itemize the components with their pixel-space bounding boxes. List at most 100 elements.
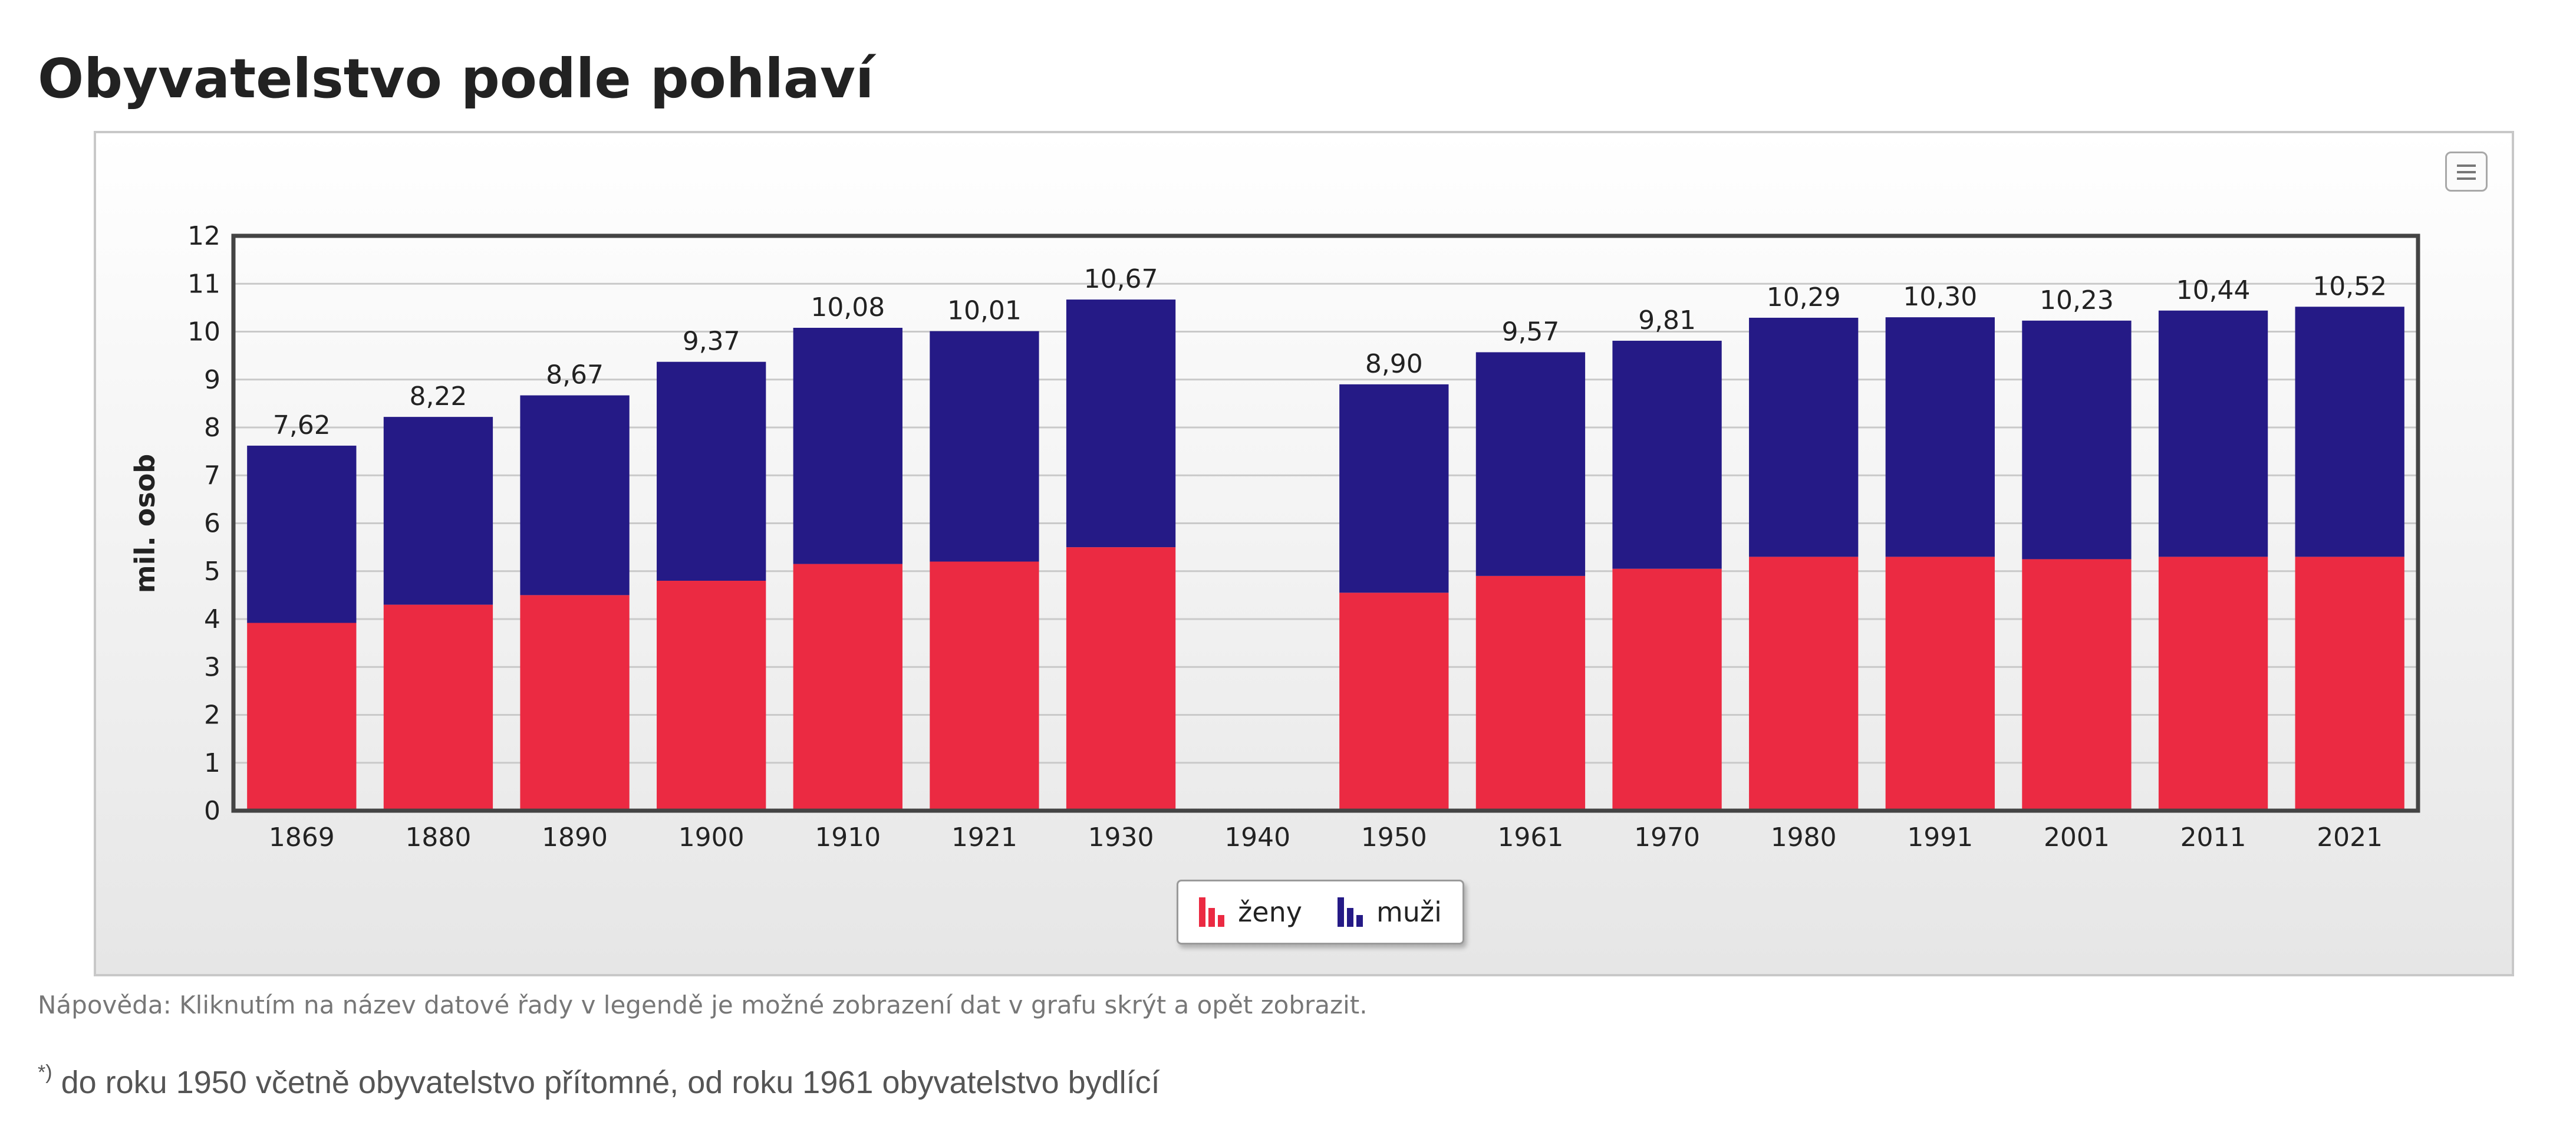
total-value-label: 7,62 bbox=[273, 410, 331, 440]
y-tick-label: 11 bbox=[187, 269, 220, 299]
x-tick-label: 1950 bbox=[1361, 822, 1427, 853]
legend: ženy muži bbox=[1177, 880, 1464, 945]
x-axis-tick-labels: 1869 1880 1890 1900 1910 1921 1930 1940 1950 1961… bbox=[269, 822, 2383, 853]
bar-zeny[interactable] bbox=[383, 604, 493, 811]
x-tick-label: 2011 bbox=[2180, 822, 2246, 853]
total-value-label: 9,57 bbox=[1501, 317, 1559, 347]
total-value-label: 10,67 bbox=[1084, 264, 1158, 294]
y-tick-label: 1 bbox=[204, 748, 220, 778]
bar-zeny[interactable] bbox=[520, 595, 630, 811]
x-tick-label: 1930 bbox=[1088, 822, 1154, 853]
bar-zeny[interactable] bbox=[1066, 547, 1176, 811]
total-value-label: 8,22 bbox=[409, 381, 467, 412]
y-tick-label: 2 bbox=[204, 700, 220, 730]
total-value-label: 10,44 bbox=[2176, 275, 2251, 305]
legend-icon-bar bbox=[1218, 915, 1225, 927]
y-tick-label: 0 bbox=[204, 796, 220, 826]
bar-zeny[interactable] bbox=[1339, 593, 1449, 811]
total-value-label: 9,37 bbox=[683, 327, 740, 357]
legend-icon-bar bbox=[1346, 908, 1353, 927]
bar-muzi[interactable] bbox=[2022, 320, 2132, 560]
y-axis-title: mil. osob bbox=[129, 454, 161, 593]
bar-zeny[interactable] bbox=[1749, 557, 1859, 811]
total-value-label: 10,08 bbox=[811, 292, 885, 323]
bar-chart-icon bbox=[1337, 897, 1363, 927]
y-tick-label: 3 bbox=[204, 652, 220, 682]
total-value-label: 10,30 bbox=[1903, 282, 1977, 312]
x-tick-label: 1880 bbox=[405, 822, 471, 853]
x-tick-label: 1921 bbox=[951, 822, 1017, 853]
total-value-label: 10,23 bbox=[2040, 285, 2114, 315]
bar-muzi[interactable] bbox=[383, 417, 493, 605]
legend-icon-bar bbox=[1356, 915, 1363, 927]
y-tick-label: 9 bbox=[204, 365, 220, 395]
bar-zeny[interactable] bbox=[2022, 559, 2132, 811]
footnote-mark: *) bbox=[38, 1061, 52, 1084]
legend-item-muzi[interactable]: muži bbox=[1337, 896, 1442, 928]
x-tick-label: 1991 bbox=[1907, 822, 1973, 853]
bar-zeny[interactable] bbox=[2295, 557, 2404, 811]
bar-muzi[interactable] bbox=[247, 445, 357, 623]
y-tick-label: 10 bbox=[187, 317, 220, 347]
x-tick-label: 2021 bbox=[2317, 822, 2383, 853]
bar-zeny[interactable] bbox=[2158, 557, 2268, 811]
bar-muzi[interactable] bbox=[1066, 300, 1176, 548]
bar-muzi[interactable] bbox=[1339, 384, 1449, 593]
bar-muzi[interactable] bbox=[1749, 317, 1859, 557]
bar-chart-icon bbox=[1199, 897, 1225, 927]
bar-zeny[interactable] bbox=[1885, 557, 1995, 811]
footnote: *) do roku 1950 včetně obyvatelstvo přít… bbox=[38, 1061, 1160, 1101]
bar-zeny[interactable] bbox=[1475, 575, 1586, 811]
bar-muzi[interactable] bbox=[1612, 340, 1722, 569]
x-tick-label: 1940 bbox=[1224, 822, 1290, 853]
y-tick-label: 5 bbox=[204, 557, 220, 587]
x-tick-label: 1910 bbox=[815, 822, 881, 853]
legend-icon-bar bbox=[1337, 897, 1344, 927]
bar-muzi[interactable] bbox=[657, 361, 766, 581]
y-tick-label: 12 bbox=[187, 221, 220, 251]
y-tick-label: 4 bbox=[204, 604, 220, 634]
x-tick-label: 1869 bbox=[269, 822, 335, 853]
x-tick-label: 1890 bbox=[542, 822, 608, 853]
legend-icon-bar bbox=[1208, 908, 1215, 927]
bar-muzi[interactable] bbox=[1885, 317, 1995, 557]
bar-zeny[interactable] bbox=[793, 564, 902, 811]
bar-muzi[interactable] bbox=[2295, 307, 2404, 557]
legend-icon-bar bbox=[1199, 897, 1206, 927]
footnote-text: do roku 1950 včetně obyvatelstvo přítomn… bbox=[52, 1065, 1160, 1100]
total-value-label: 8,90 bbox=[1365, 349, 1423, 379]
total-value-label: 10,52 bbox=[2313, 271, 2387, 301]
x-tick-label: 1980 bbox=[1771, 822, 1837, 853]
bars bbox=[247, 300, 2404, 811]
bar-zeny[interactable] bbox=[1612, 568, 1722, 811]
bar-muzi[interactable] bbox=[1475, 352, 1586, 576]
x-tick-label: 1961 bbox=[1497, 822, 1563, 853]
bar-muzi[interactable] bbox=[2158, 310, 2268, 557]
bar-zeny[interactable] bbox=[247, 623, 357, 811]
bar-muzi[interactable] bbox=[793, 328, 902, 564]
bar-zeny[interactable] bbox=[930, 561, 1039, 811]
x-tick-label: 1970 bbox=[1634, 822, 1700, 853]
x-tick-label: 2001 bbox=[2044, 822, 2110, 853]
bar-muzi[interactable] bbox=[930, 331, 1039, 562]
page-title: Obyvatelstvo podle pohlaví bbox=[38, 47, 874, 110]
plot-area-frame bbox=[231, 233, 2420, 813]
total-value-label: 10,01 bbox=[947, 296, 1022, 326]
y-tick-label: 7 bbox=[204, 460, 220, 491]
bar-zeny[interactable] bbox=[657, 581, 766, 811]
y-tick-label: 6 bbox=[204, 509, 220, 539]
total-value-label: 10,29 bbox=[1767, 282, 1841, 312]
total-value-label: 8,67 bbox=[546, 360, 604, 390]
chart-menu-button[interactable] bbox=[2445, 152, 2488, 192]
legend-item-zeny[interactable]: ženy bbox=[1199, 896, 1302, 928]
legend-label-muzi: muži bbox=[1376, 896, 1442, 928]
bar-muzi[interactable] bbox=[520, 395, 630, 595]
total-value-label: 9,81 bbox=[1638, 305, 1696, 335]
y-tick-label: 8 bbox=[204, 413, 220, 443]
x-tick-label: 1900 bbox=[678, 822, 745, 853]
legend-label-zeny: ženy bbox=[1238, 896, 1302, 928]
total-value-labels: 7,62 8,22 8,67 9,37 10,08 10,01 10,67 8,90 9,57 9… bbox=[273, 264, 2387, 440]
help-text: Nápověda: Kliknutím na název datové řady… bbox=[38, 990, 1368, 1019]
